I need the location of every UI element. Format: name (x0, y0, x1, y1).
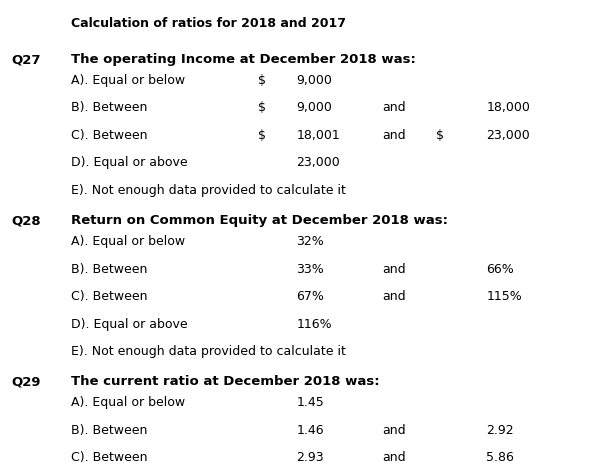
Text: 2.92: 2.92 (486, 424, 514, 437)
Text: and: and (382, 129, 406, 142)
Text: B). Between: B). Between (71, 101, 148, 114)
Text: 9,000: 9,000 (296, 101, 332, 114)
Text: A). Equal or below: A). Equal or below (71, 74, 185, 87)
Text: 33%: 33% (296, 263, 324, 275)
Text: and: and (382, 263, 406, 275)
Text: B). Between: B). Between (71, 424, 148, 437)
Text: E). Not enough data provided to calculate it: E). Not enough data provided to calculat… (71, 184, 346, 197)
Text: 18,001: 18,001 (296, 129, 340, 142)
Text: and: and (382, 451, 406, 464)
Text: 23,000: 23,000 (486, 129, 530, 142)
Text: and: and (382, 424, 406, 437)
Text: 1.46: 1.46 (296, 424, 324, 437)
Text: $: $ (436, 129, 444, 142)
Text: 67%: 67% (296, 290, 324, 303)
Text: Q29: Q29 (12, 375, 42, 388)
Text: The current ratio at December 2018 was:: The current ratio at December 2018 was: (71, 375, 380, 388)
Text: 115%: 115% (486, 290, 522, 303)
Text: C). Between: C). Between (71, 290, 148, 303)
Text: D). Equal or above: D). Equal or above (71, 156, 188, 169)
Text: B). Between: B). Between (71, 263, 148, 275)
Text: 116%: 116% (296, 318, 332, 330)
Text: 23,000: 23,000 (296, 156, 340, 169)
Text: 1.45: 1.45 (296, 396, 324, 409)
Text: C). Between: C). Between (71, 451, 148, 464)
Text: $: $ (258, 74, 266, 87)
Text: 32%: 32% (296, 235, 324, 248)
Text: C). Between: C). Between (71, 129, 148, 142)
Text: 2.93: 2.93 (296, 451, 324, 464)
Text: Calculation of ratios for 2018 and 2017: Calculation of ratios for 2018 and 2017 (71, 17, 346, 29)
Text: 66%: 66% (486, 263, 514, 275)
Text: Return on Common Equity at December 2018 was:: Return on Common Equity at December 2018… (71, 214, 448, 227)
Text: and: and (382, 101, 406, 114)
Text: E). Not enough data provided to calculate it: E). Not enough data provided to calculat… (71, 345, 346, 358)
Text: 5.86: 5.86 (486, 451, 514, 464)
Text: $: $ (258, 129, 266, 142)
Text: D). Equal or above: D). Equal or above (71, 318, 188, 330)
Text: 9,000: 9,000 (296, 74, 332, 87)
Text: Q27: Q27 (12, 53, 42, 66)
Text: A). Equal or below: A). Equal or below (71, 235, 185, 248)
Text: and: and (382, 290, 406, 303)
Text: The operating Income at December 2018 was:: The operating Income at December 2018 wa… (71, 53, 416, 66)
Text: Q28: Q28 (12, 214, 42, 227)
Text: A). Equal or below: A). Equal or below (71, 396, 185, 409)
Text: 18,000: 18,000 (486, 101, 530, 114)
Text: $: $ (258, 101, 266, 114)
